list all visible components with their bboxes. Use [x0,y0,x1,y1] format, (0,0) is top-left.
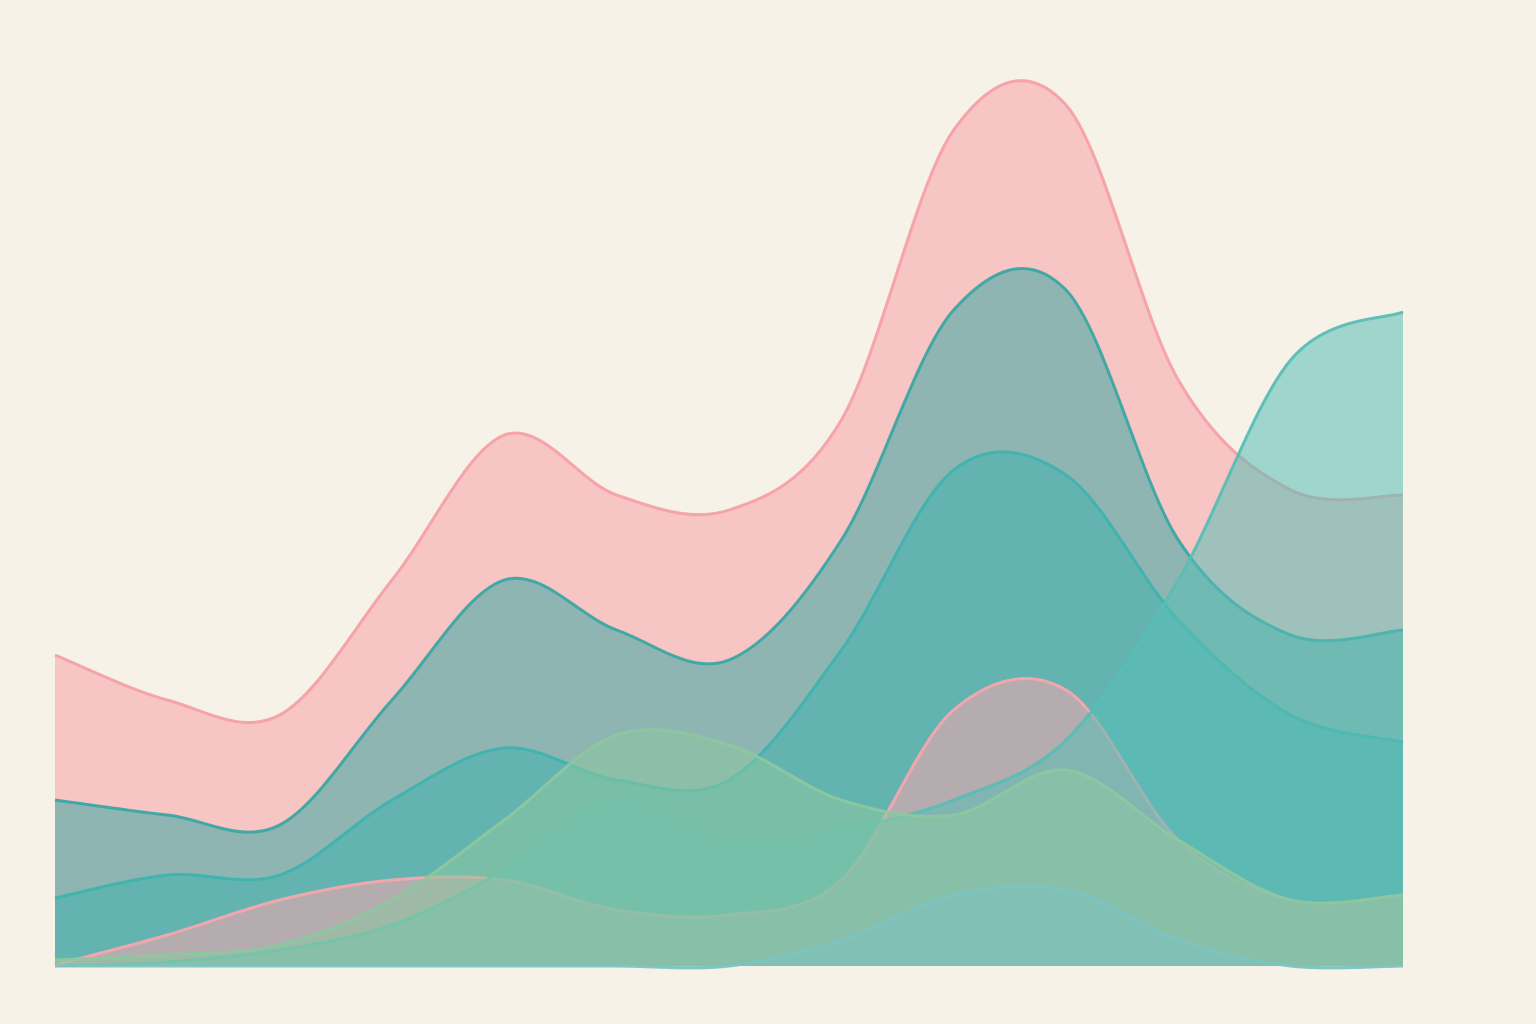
area-fill [55,886,1403,968]
area-line [54,266,1404,834]
area-line [54,884,1404,970]
area-line [54,728,1404,962]
area-line [54,79,1404,724]
